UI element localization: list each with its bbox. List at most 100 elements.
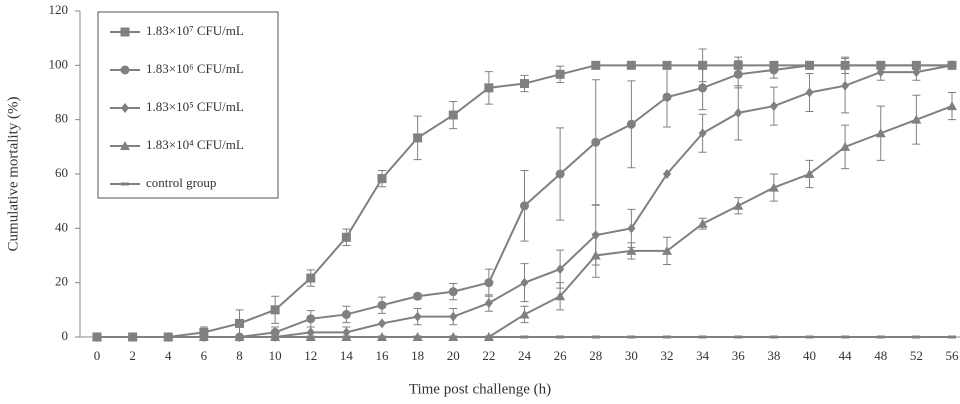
- marker: [306, 273, 316, 283]
- x-tick-label: 8: [236, 348, 243, 363]
- marker: [769, 335, 778, 339]
- marker: [591, 137, 601, 147]
- legend-label: 1.83×10⁶ CFU/mL: [146, 61, 244, 76]
- marker: [413, 311, 422, 322]
- marker: [520, 277, 529, 288]
- marker: [519, 309, 530, 319]
- marker: [698, 335, 707, 339]
- marker: [662, 245, 672, 255]
- marker: [120, 27, 130, 37]
- marker: [912, 335, 921, 339]
- marker: [627, 335, 636, 339]
- marker: [121, 182, 129, 186]
- marker: [948, 335, 956, 339]
- y-tick-label: 100: [49, 56, 69, 71]
- marker: [556, 335, 565, 339]
- marker: [378, 318, 386, 329]
- marker: [698, 83, 708, 93]
- marker: [590, 250, 601, 260]
- x-axis-title: Time post challenge (h): [409, 381, 551, 397]
- marker: [805, 335, 814, 339]
- marker: [626, 60, 636, 70]
- marker: [591, 60, 601, 70]
- x-tick-label: 2: [129, 348, 136, 363]
- marker: [306, 314, 316, 324]
- x-tick-label: 10: [269, 348, 282, 363]
- marker: [555, 169, 565, 179]
- x-tick-label: 52: [910, 348, 923, 363]
- x-tick-label: 40: [803, 348, 816, 363]
- marker: [93, 335, 101, 339]
- marker: [912, 67, 921, 78]
- series: [93, 335, 956, 339]
- marker: [734, 335, 743, 339]
- marker: [306, 335, 315, 339]
- marker: [805, 87, 814, 98]
- y-tick-label: 40: [55, 219, 68, 234]
- marker: [341, 309, 351, 319]
- marker: [377, 300, 387, 310]
- marker: [662, 60, 672, 70]
- x-tick-label: 22: [482, 348, 495, 363]
- marker: [520, 79, 529, 89]
- marker: [948, 60, 956, 71]
- marker: [805, 60, 814, 70]
- marker: [769, 65, 779, 75]
- marker: [556, 264, 565, 275]
- marker: [876, 335, 885, 339]
- x-tick-label: 16: [376, 348, 390, 363]
- x-tick-label: 30: [625, 348, 638, 363]
- marker: [769, 101, 778, 112]
- marker: [413, 291, 423, 301]
- y-tick-label: 60: [55, 165, 68, 180]
- marker: [555, 69, 565, 79]
- marker: [841, 335, 850, 339]
- marker: [449, 311, 458, 322]
- marker: [270, 305, 280, 315]
- x-tick-label: 44: [839, 348, 853, 363]
- marker: [520, 201, 529, 211]
- marker: [484, 335, 493, 339]
- x-tick-label: 4: [165, 348, 172, 363]
- marker: [768, 182, 779, 192]
- x-tick-label: 26: [554, 348, 568, 363]
- x-tick-label: 28: [589, 348, 602, 363]
- x-tick-label: 38: [767, 348, 780, 363]
- marker: [449, 335, 458, 339]
- marker: [271, 335, 280, 339]
- x-tick-label: 32: [661, 348, 674, 363]
- x-tick-label: 56: [946, 348, 960, 363]
- marker: [698, 128, 707, 139]
- marker: [120, 141, 130, 150]
- marker: [840, 141, 851, 151]
- marker: [413, 133, 423, 143]
- marker: [199, 335, 208, 339]
- x-tick-label: 20: [447, 348, 460, 363]
- x-tick-label: 36: [732, 348, 746, 363]
- marker: [120, 65, 130, 75]
- legend-label: 1.83×10⁵ CFU/mL: [146, 99, 244, 114]
- x-tick-label: 48: [874, 348, 887, 363]
- marker: [341, 232, 351, 242]
- x-tick-label: 18: [411, 348, 424, 363]
- x-tick-label: 6: [201, 348, 208, 363]
- marker: [876, 67, 885, 78]
- series: [92, 60, 957, 342]
- legend-label: 1.83×10⁷ CFU/mL: [146, 23, 244, 38]
- marker: [235, 318, 244, 328]
- marker: [377, 174, 387, 184]
- marker: [484, 278, 494, 288]
- y-tick-label: 80: [55, 111, 68, 126]
- marker: [342, 335, 351, 339]
- y-axis-title: Cumulative mortality (%): [5, 97, 21, 252]
- marker: [591, 335, 600, 339]
- legend-box: [97, 11, 279, 199]
- marker: [448, 110, 458, 120]
- marker: [841, 80, 850, 91]
- marker: [626, 245, 637, 255]
- marker: [947, 101, 957, 111]
- marker: [378, 335, 386, 339]
- legend-label: control group: [146, 175, 216, 190]
- x-tick-label: 34: [696, 348, 710, 363]
